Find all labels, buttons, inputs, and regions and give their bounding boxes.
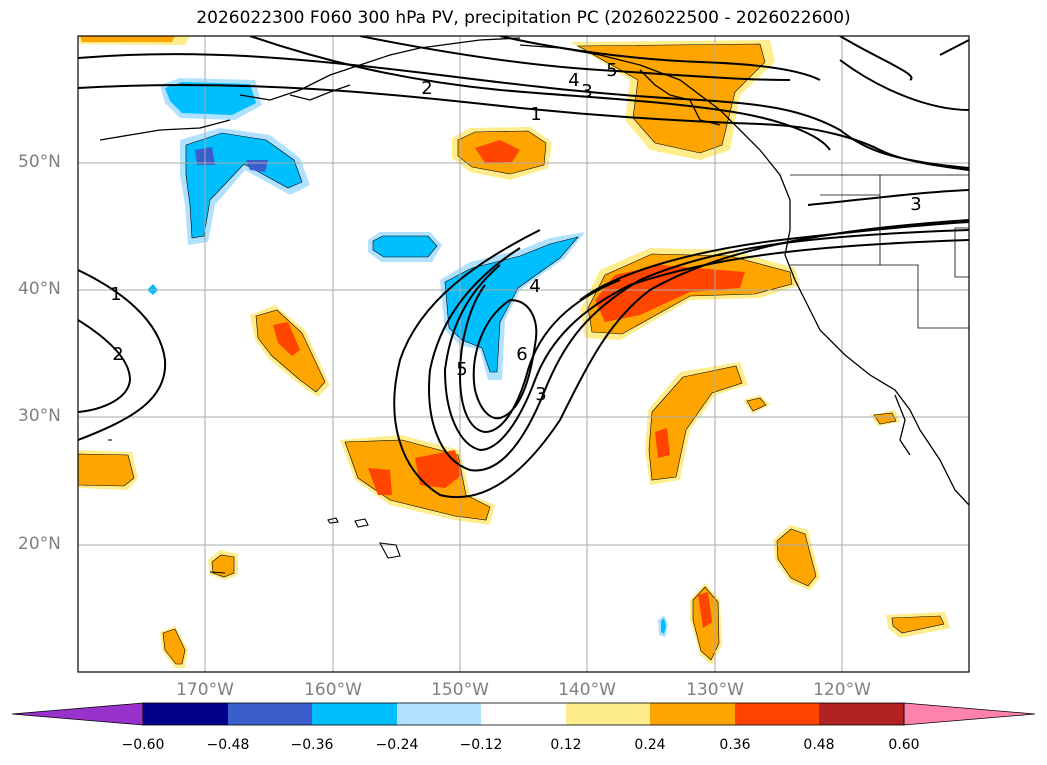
contour-label: 2 [421, 78, 432, 99]
contour-label: 1 [530, 104, 541, 125]
colorbar-tick: 0.12 [550, 737, 582, 753]
colorbar-tick: −0.12 [459, 737, 503, 753]
colorbar-segment [143, 703, 228, 725]
colorbar-segment [819, 703, 904, 725]
lon-label: 160°W [304, 680, 362, 700]
contour-label: 4 [529, 276, 540, 297]
colorbar-tick: 0.48 [803, 737, 835, 753]
colorbar-segment [397, 703, 481, 725]
colorbar-tick: −0.24 [375, 737, 419, 753]
contour-label: 3 [535, 384, 546, 405]
colorbar-tick: −0.60 [121, 737, 165, 753]
contour-label: 5 [606, 60, 617, 81]
colorbar-tick: −0.48 [206, 737, 250, 753]
contour-label: 4 [568, 70, 579, 91]
map-title: 2026022300 F060 300 hPa PV, precipitatio… [196, 8, 851, 28]
lon-label: 140°W [558, 680, 616, 700]
map-frame [77, 35, 970, 673]
contour-label: 1 [110, 284, 121, 305]
colorbar-tick: 0.36 [719, 737, 751, 753]
colorbar-tick: 0.24 [634, 737, 666, 753]
colorbar-arrow-high [903, 702, 1036, 726]
colorbar-segment [650, 703, 735, 725]
colorbar-segment [735, 703, 819, 725]
lat-label: 30°N [18, 406, 61, 426]
contour-label: 3 [581, 81, 592, 102]
colorbar-tick: 0.60 [888, 737, 920, 753]
lat-label: 40°N [18, 279, 61, 299]
graticule [78, 36, 969, 672]
colorbar-arrow-low [11, 702, 144, 726]
colorbar-tick: −0.36 [290, 737, 334, 753]
alaska-coast [239, 37, 521, 101]
precip-negative-anomalies [147, 78, 668, 637]
colorbar-segment [228, 703, 312, 725]
lon-label: 170°W [176, 680, 234, 700]
contour-label: 5 [456, 359, 467, 380]
islands [108, 439, 401, 574]
colorbar-segment [312, 703, 397, 725]
colorbar [11, 702, 1036, 726]
colorbar-segment [481, 703, 566, 725]
contour-label: 2 [112, 344, 123, 365]
lon-label: 130°W [686, 680, 744, 700]
precip-positive-anomalies [78, 36, 950, 668]
lat-label: 20°N [18, 534, 61, 554]
pv-contours [78, 36, 969, 499]
lon-label: 150°W [431, 680, 489, 700]
contour-label: 6 [516, 344, 527, 365]
contour-labels: 1 2 5 4 3 1 4 5 6 3 3 1 2 [110, 60, 921, 405]
colorbar-segment [566, 703, 650, 725]
contour-label: 3 [910, 194, 921, 215]
borders [790, 174, 969, 329]
lon-label: 120°W [813, 680, 871, 700]
lat-label: 50°N [18, 152, 61, 172]
pv-trough-outer [393, 219, 969, 499]
